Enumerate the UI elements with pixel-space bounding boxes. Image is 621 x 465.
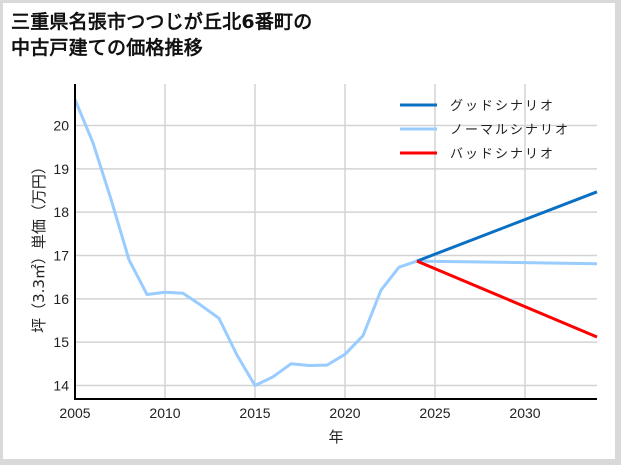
x-tick-label: 2015 — [239, 405, 270, 421]
y-tick-labels: 14 15 16 17 18 19 20 — [53, 118, 69, 394]
y-tick-label: 18 — [53, 204, 69, 220]
y-tick-label: 16 — [53, 291, 69, 307]
series-lines — [73, 98, 598, 387]
chart-card — [3, 3, 615, 459]
y-tick-label: 14 — [53, 377, 69, 393]
x-axis-label: 年 — [328, 428, 343, 446]
legend-label: バッドシナリオ — [450, 147, 555, 162]
x-tick-label: 2025 — [419, 405, 450, 421]
series-line-1 — [73, 98, 598, 387]
x-tick-label: 2030 — [509, 405, 540, 421]
y-tick-label: 20 — [53, 118, 69, 134]
legend-label: グッドシナリオ — [450, 99, 555, 114]
y-tick-label: 15 — [53, 334, 69, 350]
y-axis-label: 坪（3.3㎡）単価（万円） — [30, 159, 48, 333]
x-tick-label: 2010 — [149, 405, 180, 421]
chart-title: 三重県名張市つつじが丘北6番町の 中古戸建ての価格推移 — [11, 9, 312, 61]
y-tick-label: 19 — [53, 161, 69, 177]
x-tick-label: 2005 — [59, 405, 90, 421]
series-line-2 — [416, 259, 598, 339]
gridlines — [75, 84, 597, 399]
series-line-0 — [416, 190, 598, 263]
chart-title-line1: 三重県名張市つつじが丘北6番町の — [11, 11, 313, 33]
y-tick-label: 17 — [53, 247, 69, 263]
x-tick-label: 2020 — [329, 405, 360, 421]
axes — [74, 84, 597, 400]
chart-title-line2: 中古戸建ての価格推移 — [11, 37, 204, 59]
x-tick-labels: 2005 2010 2015 2020 2025 2030 — [59, 405, 540, 421]
legend-label: ノーマルシナリオ — [450, 123, 570, 138]
